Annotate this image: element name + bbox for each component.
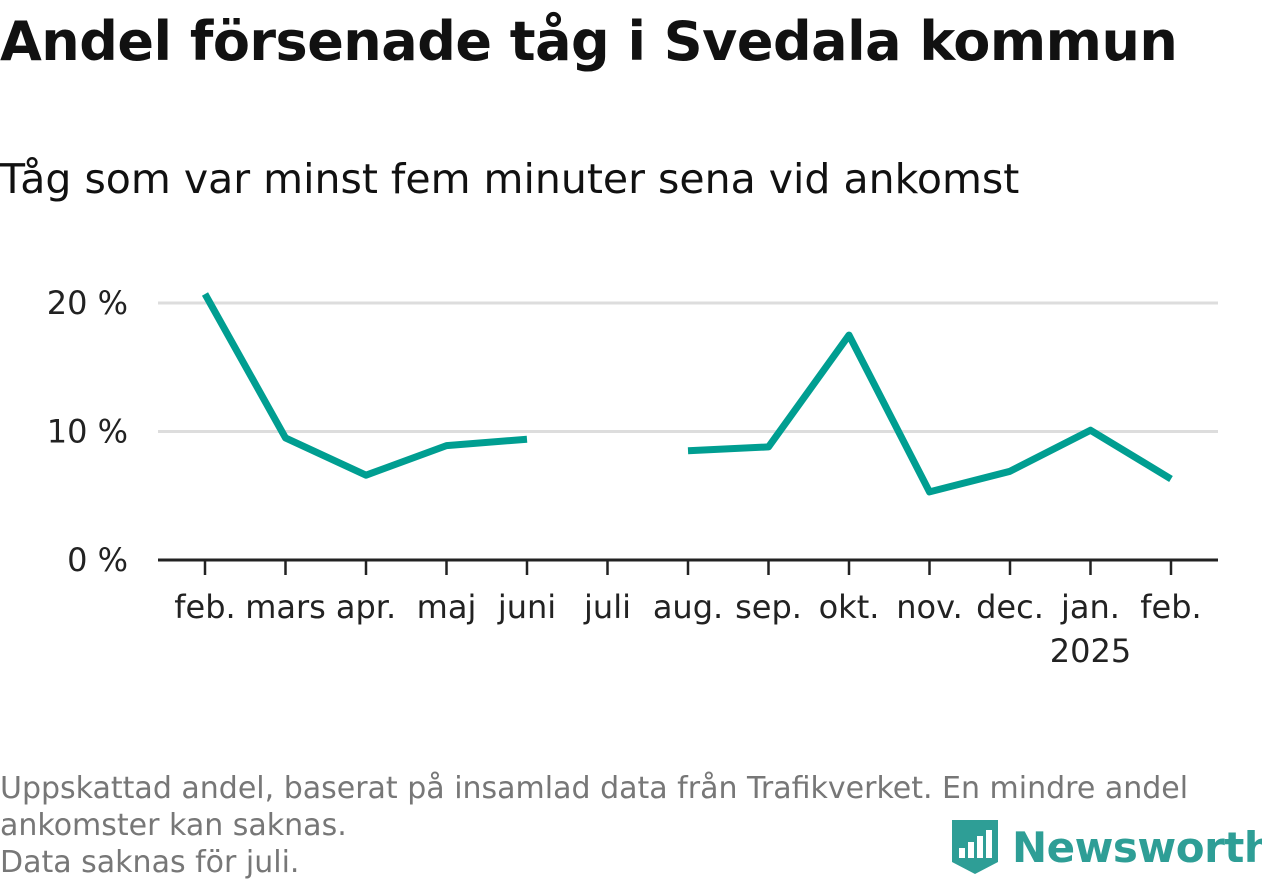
x-tick-label: mars xyxy=(245,588,326,626)
y-axis-labels: 0 % 10 % 20 % xyxy=(47,284,128,579)
x-tick-label: feb. xyxy=(174,588,235,626)
x-tick-label: okt. xyxy=(819,588,880,626)
x-axis xyxy=(158,558,1218,575)
series-lines xyxy=(201,292,1173,496)
x-tick-label: juni xyxy=(497,588,556,626)
footnote-line-3: Data saknas för juli. xyxy=(0,845,300,880)
series-line-segment-1 xyxy=(201,292,528,479)
x-axis-labels: feb. mars apr. maj juni juli aug. sep. okt. nov. d… xyxy=(174,588,1201,670)
footnote-line-2: ankomster kan saknas. xyxy=(0,808,347,843)
x-tick-label: maj xyxy=(417,588,477,626)
x-tick-label: sep. xyxy=(735,588,802,626)
x-year-label: 2025 xyxy=(1050,632,1131,670)
footnote: Uppskattad andel, baserat på insamlad da… xyxy=(0,770,1250,881)
y-tick-label: 0 % xyxy=(67,541,128,579)
chart-title: Andel försenade tåg i Svedala kommun xyxy=(0,10,1178,73)
grid-lines xyxy=(158,301,1218,433)
line-chart: 0 % 10 % 20 % feb. mars apr. maj juni juli aug. s… xyxy=(47,284,1218,670)
y-tick-label: 10 % xyxy=(47,413,128,451)
newsworthy-logo: Newsworthy xyxy=(950,818,1262,876)
bar-chart-shield-icon xyxy=(952,820,998,874)
series-line-segment-2 xyxy=(687,331,1173,496)
x-tick-label: juli xyxy=(583,588,631,626)
chart-subtitle: Tåg som var minst fem minuter sena vid a… xyxy=(0,155,1020,203)
x-tick-label: apr. xyxy=(336,588,396,626)
logo-text: Newsworthy xyxy=(1012,822,1262,872)
y-tick-label: 20 % xyxy=(47,284,128,322)
x-tick-label: aug. xyxy=(653,588,723,626)
x-tick-label: feb. xyxy=(1140,588,1201,626)
footnote-line-1: Uppskattad andel, baserat på insamlad da… xyxy=(0,771,1189,806)
x-tick-label: nov. xyxy=(896,588,962,626)
x-tick-label: jan. xyxy=(1060,588,1120,626)
x-tick-label: dec. xyxy=(976,588,1044,626)
